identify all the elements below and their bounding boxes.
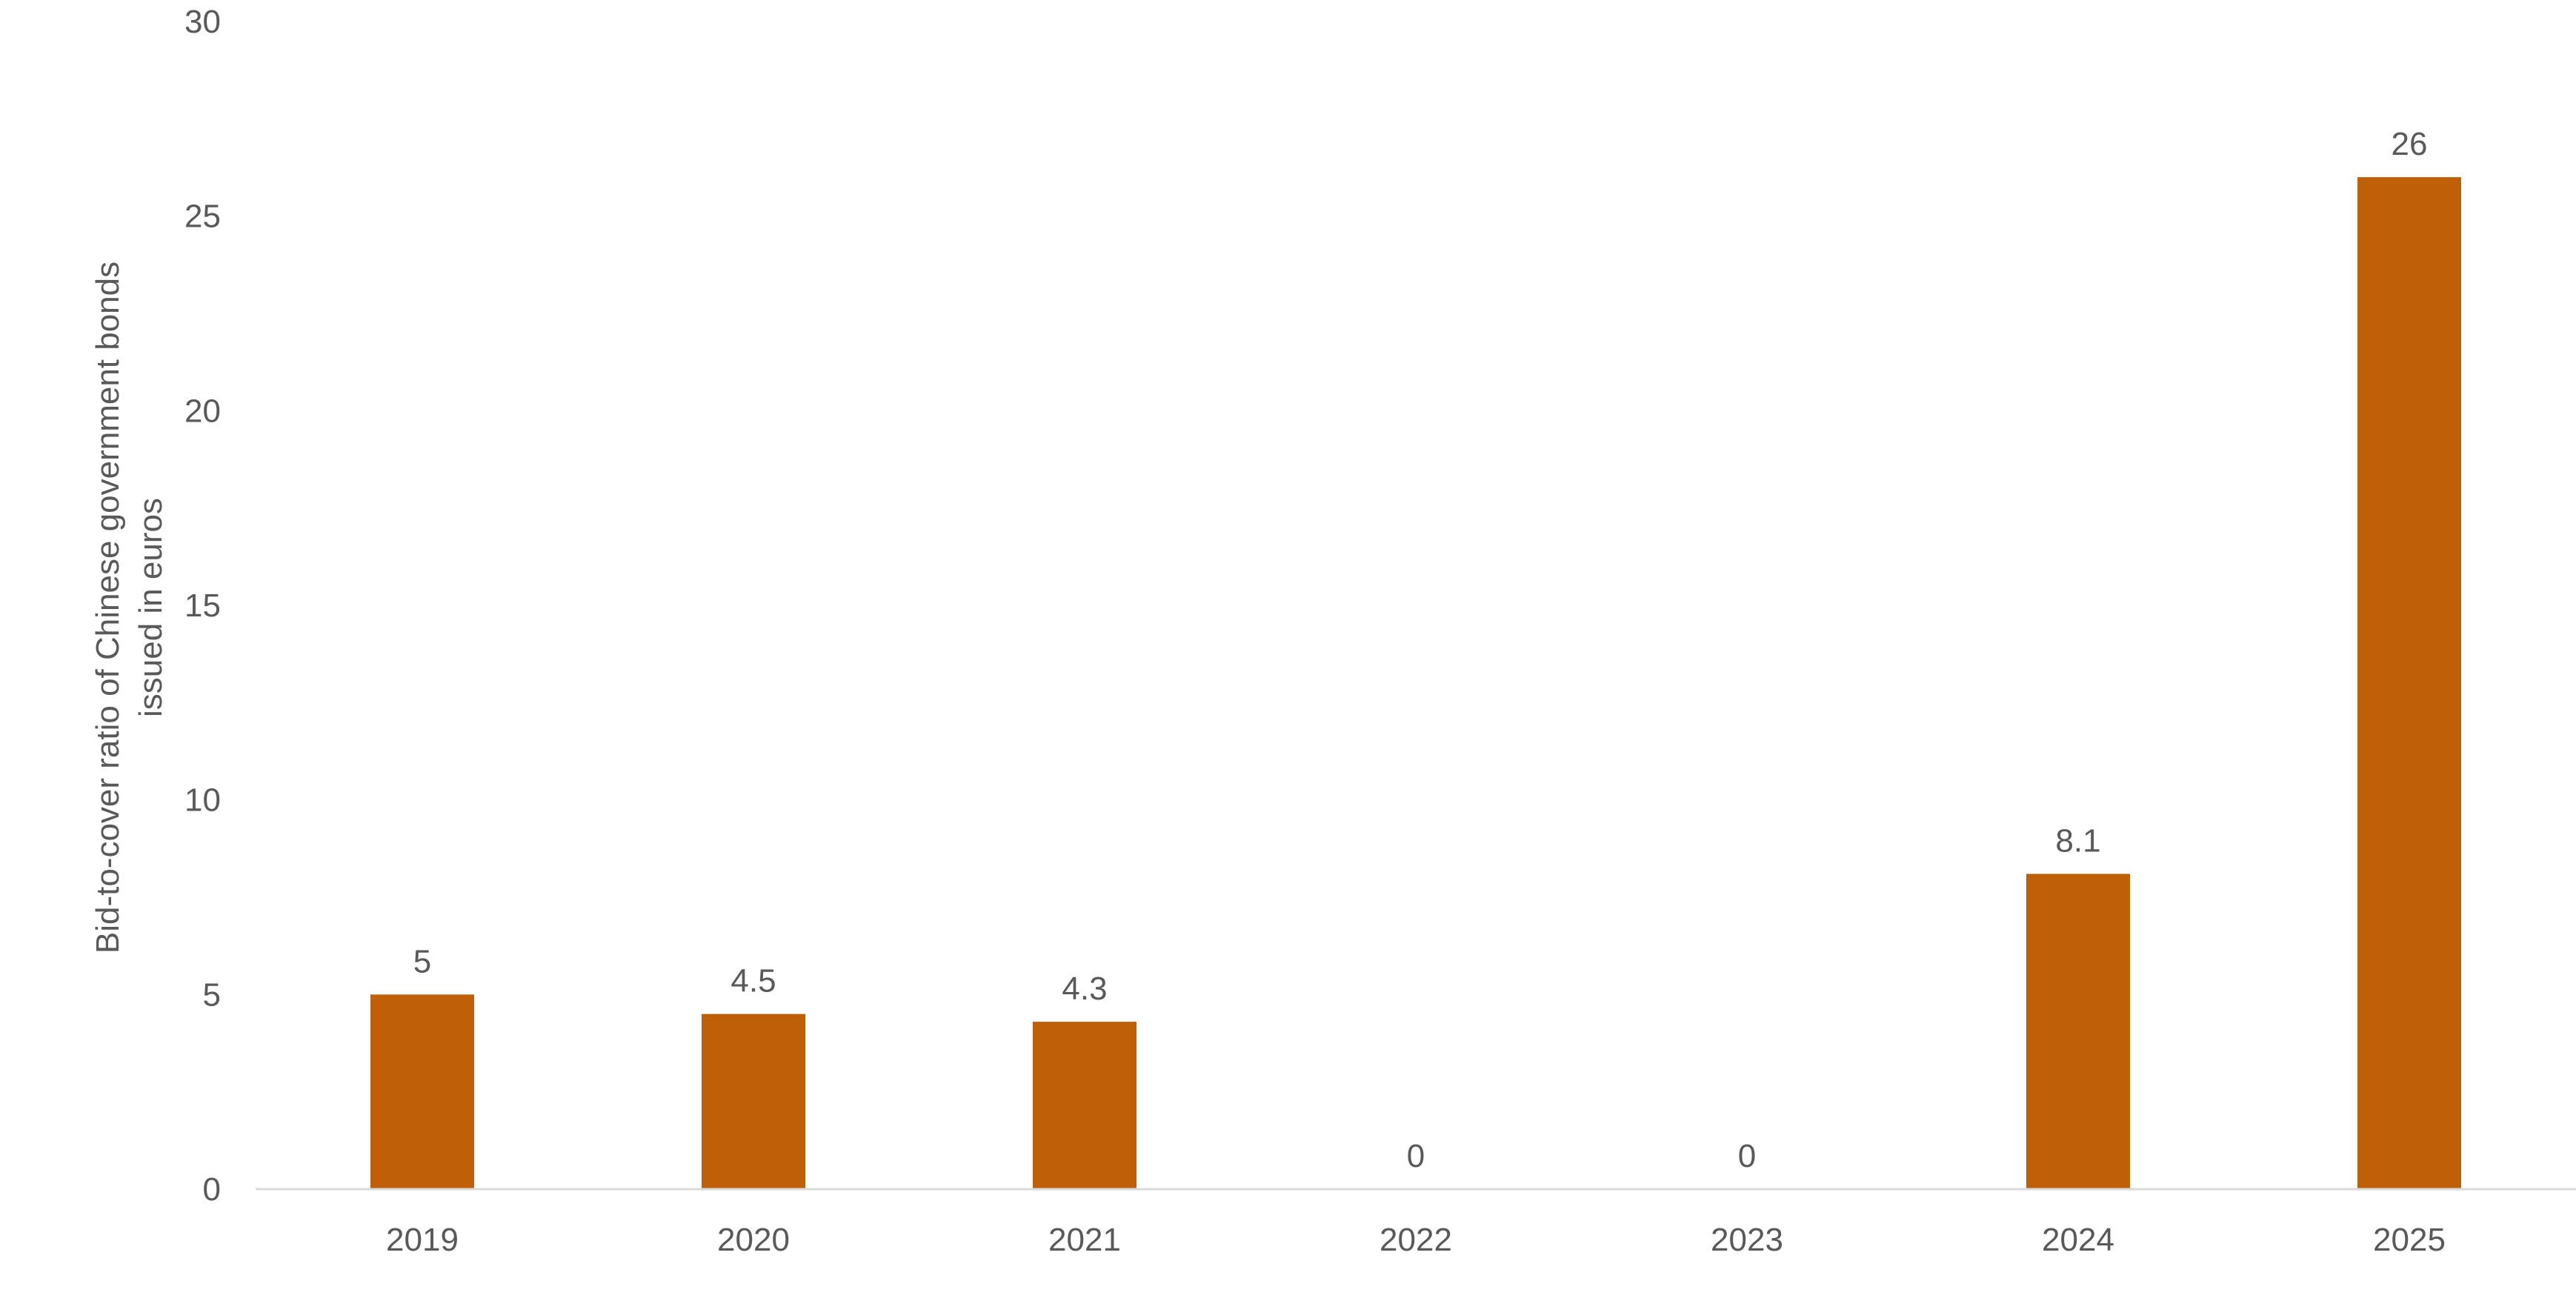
data-labels-group: 5 4.5 4.3 0 0 8.1 26 bbox=[413, 126, 2428, 1174]
x-tick-label: 2024 bbox=[2042, 1222, 2114, 1258]
y-tick-label: 30 bbox=[184, 4, 221, 40]
x-tick-label: 2023 bbox=[1711, 1222, 1783, 1258]
data-label: 4.5 bbox=[730, 963, 776, 999]
data-label: 0 bbox=[1738, 1138, 1756, 1174]
data-label: 26 bbox=[2392, 126, 2428, 162]
y-axis-title: Bid-to-cover ratio of Chinese government… bbox=[90, 262, 169, 954]
bar bbox=[370, 994, 474, 1189]
y-tick-label: 5 bbox=[203, 976, 221, 1013]
y-tick-label: 0 bbox=[203, 1171, 221, 1208]
y-axis-title-line-2: issued in euros bbox=[133, 498, 169, 717]
x-tick-label: 2020 bbox=[717, 1222, 790, 1258]
data-label: 4.3 bbox=[1062, 971, 1107, 1007]
y-axis-title-line-1: Bid-to-cover ratio of Chinese government… bbox=[90, 262, 126, 954]
y-tick-label: 20 bbox=[184, 393, 221, 429]
bar bbox=[1033, 1022, 1136, 1189]
bar bbox=[2357, 177, 2461, 1190]
data-label: 0 bbox=[1407, 1138, 1425, 1174]
data-label: 8.1 bbox=[2055, 822, 2100, 859]
y-axis-ticks: 0 5 10 15 20 25 30 bbox=[184, 4, 221, 1208]
y-tick-label: 15 bbox=[184, 588, 221, 624]
data-label: 5 bbox=[413, 943, 431, 979]
bars-group bbox=[370, 177, 2461, 1190]
bar bbox=[2026, 874, 2130, 1189]
y-tick-label: 10 bbox=[184, 782, 221, 819]
x-tick-label: 2025 bbox=[2373, 1222, 2446, 1258]
x-tick-label: 2019 bbox=[386, 1222, 459, 1258]
bar bbox=[702, 1014, 805, 1189]
x-axis-ticks: 2019 2020 2021 2022 2023 2024 2025 bbox=[386, 1222, 2446, 1258]
y-tick-label: 25 bbox=[184, 199, 221, 235]
x-tick-label: 2022 bbox=[1379, 1222, 1452, 1258]
x-tick-label: 2021 bbox=[1048, 1222, 1121, 1258]
